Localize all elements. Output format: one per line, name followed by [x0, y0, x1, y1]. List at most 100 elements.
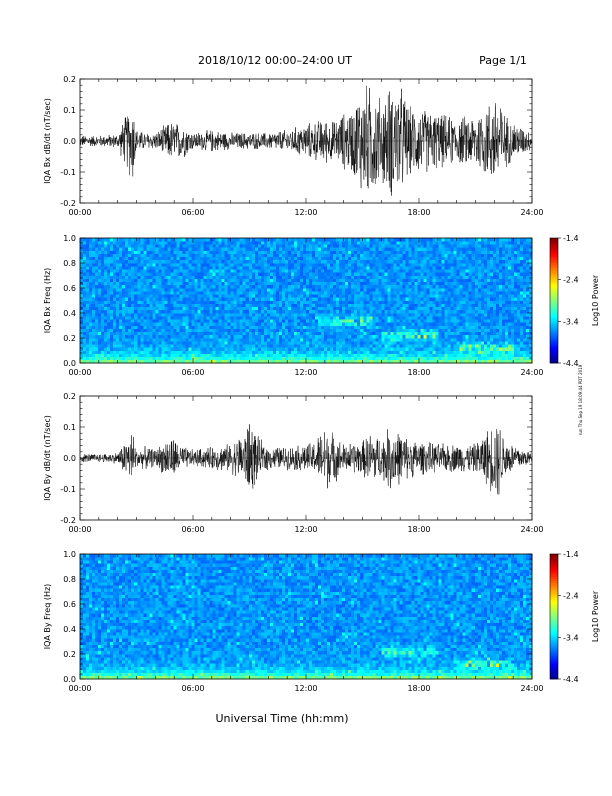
heatmap-cell	[116, 313, 119, 316]
heatmap-cell	[255, 322, 258, 325]
heatmap-cell	[125, 257, 128, 260]
heatmap-cell	[366, 354, 369, 357]
heatmap-cell	[414, 326, 417, 329]
heatmap-cell	[231, 301, 234, 304]
heatmap-cell	[125, 344, 128, 347]
heatmap-cell	[195, 257, 198, 260]
heatmap-cell	[433, 294, 436, 297]
heatmap-cell	[110, 244, 113, 247]
heatmap-cell	[104, 307, 107, 310]
heatmap-cell	[207, 332, 210, 335]
heatmap-cell	[188, 241, 191, 244]
heatmap-cell	[318, 338, 321, 341]
heatmap-cell	[95, 251, 98, 254]
heatmap-cell	[363, 335, 366, 338]
heatmap-cell	[399, 301, 402, 304]
heatmap-cell	[104, 238, 107, 241]
heatmap-cell	[291, 326, 294, 329]
heatmap-cell	[321, 257, 324, 260]
heatmap-cell	[252, 285, 255, 288]
heatmap-cell	[442, 257, 445, 260]
heatmap-cell	[131, 294, 134, 297]
heatmap-cell	[89, 276, 92, 279]
heatmap-cell	[430, 304, 433, 307]
heatmap-cell	[294, 276, 297, 279]
heatmap-cell	[231, 272, 234, 275]
heatmap-cell	[140, 351, 143, 354]
heatmap-cell	[408, 269, 411, 272]
heatmap-cell	[234, 310, 237, 313]
heatmap-cell	[198, 319, 201, 322]
heatmap-cell	[366, 269, 369, 272]
heatmap-cell	[276, 241, 279, 244]
heatmap-cell	[207, 354, 210, 357]
heatmap-cell	[297, 344, 300, 347]
heatmap-cell	[276, 244, 279, 247]
heatmap-cell	[348, 335, 351, 338]
heatmap-cell	[291, 344, 294, 347]
heatmap-cell	[158, 301, 161, 304]
heatmap-cell	[216, 335, 219, 338]
heatmap-cell	[378, 257, 381, 260]
heatmap-cell	[424, 257, 427, 260]
heatmap-cell	[414, 260, 417, 263]
heatmap-cell	[113, 297, 116, 300]
heatmap-cell	[113, 254, 116, 257]
heatmap-cell	[116, 351, 119, 354]
heatmap-cell	[137, 257, 140, 260]
heatmap-cell	[170, 288, 173, 291]
heatmap-cell	[402, 329, 405, 332]
heatmap-cell	[216, 326, 219, 329]
heatmap-cell	[399, 276, 402, 279]
heatmap-cell	[204, 263, 207, 266]
heatmap-cell	[360, 326, 363, 329]
heatmap-cell	[421, 272, 424, 275]
heatmap-cell	[405, 307, 408, 310]
heatmap-cell	[297, 310, 300, 313]
heatmap-cell	[179, 269, 182, 272]
heatmap-cell	[267, 329, 270, 332]
heatmap-cell	[204, 297, 207, 300]
heatmap-cell	[399, 254, 402, 257]
heatmap-cell	[405, 294, 408, 297]
heatmap-cell	[369, 357, 372, 360]
heatmap-cell	[369, 263, 372, 266]
heatmap-cell	[182, 332, 185, 335]
heatmap-cell	[390, 332, 393, 335]
heatmap-cell	[216, 310, 219, 313]
heatmap-cell	[92, 344, 95, 347]
heatmap-cell	[291, 288, 294, 291]
heatmap-cell	[339, 279, 342, 282]
heatmap-cell	[267, 251, 270, 254]
heatmap-cell	[89, 344, 92, 347]
heatmap-cell	[261, 288, 264, 291]
heatmap-cell	[213, 301, 216, 304]
heatmap-cell	[288, 354, 291, 357]
heatmap-cell	[131, 247, 134, 250]
heatmap-cell	[170, 282, 173, 285]
heatmap-cell	[222, 338, 225, 341]
heatmap-cell	[143, 357, 146, 360]
heatmap-cell	[264, 335, 267, 338]
heatmap-cell	[267, 285, 270, 288]
heatmap-cell	[279, 297, 282, 300]
heatmap-cell	[336, 251, 339, 254]
heatmap-cell	[279, 263, 282, 266]
heatmap-cell	[237, 279, 240, 282]
heatmap-cell	[309, 335, 312, 338]
heatmap-cell	[89, 266, 92, 269]
heatmap-cell	[448, 351, 451, 354]
heatmap-cell	[421, 310, 424, 313]
heatmap-cell	[318, 329, 321, 332]
heatmap-cell	[110, 266, 113, 269]
heatmap-cell	[134, 326, 137, 329]
heatmap-cell	[411, 279, 414, 282]
heatmap-cell	[86, 344, 89, 347]
heatmap-cell	[158, 241, 161, 244]
heatmap-cell	[164, 322, 167, 325]
heatmap-cell	[80, 338, 83, 341]
heatmap-cell	[104, 316, 107, 319]
heatmap-cell	[300, 251, 303, 254]
heatmap-cell	[225, 257, 228, 260]
heatmap-cell	[291, 285, 294, 288]
